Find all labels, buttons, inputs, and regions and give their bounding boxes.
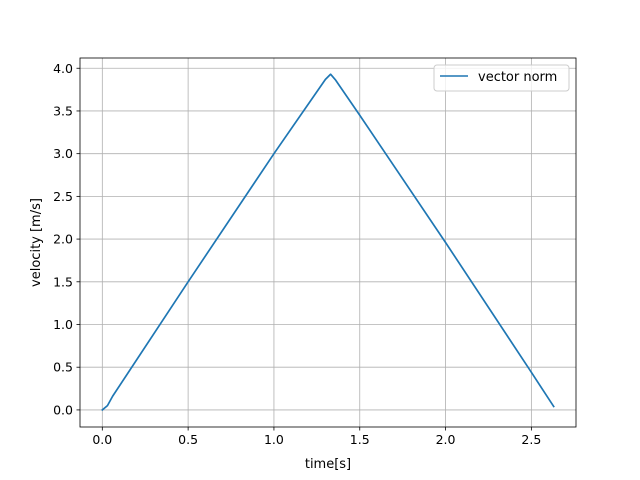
grid xyxy=(80,58,576,427)
x-axis-label: time[s] xyxy=(305,457,351,472)
axes-frame xyxy=(79,57,577,428)
x-tick-label: 0.0 xyxy=(92,432,112,447)
y-tick-label: 1.0 xyxy=(53,317,73,332)
y-tick-label: 3.5 xyxy=(53,103,73,118)
y-tick-label: 2.5 xyxy=(53,189,73,204)
plot-area xyxy=(101,73,555,412)
series-line xyxy=(101,73,555,412)
legend: vector norm xyxy=(433,64,570,92)
y-tick-label: 0.0 xyxy=(53,402,73,417)
x-tick-label: 2.0 xyxy=(436,432,456,447)
y-tick-label: 2.0 xyxy=(53,232,73,247)
axis-ticks: 0.0 0.5 1.0 1.5 2.0 2.5 0.0 0.5 1.0 1.5 2.0 2.5 3.0 3… xyxy=(53,61,541,447)
legend-box xyxy=(433,64,570,92)
x-tick-label: 2.5 xyxy=(521,432,541,447)
y-axis-label: velocity [m/s] xyxy=(29,198,44,287)
y-tick-label: 3.0 xyxy=(53,146,73,161)
y-tick-label: 4.0 xyxy=(53,61,73,76)
y-tick-label: 1.5 xyxy=(53,274,73,289)
x-tick-label: 1.5 xyxy=(350,432,370,447)
x-tick-label: 1.0 xyxy=(264,432,284,447)
y-tick-label: 0.5 xyxy=(53,360,73,375)
legend-entry: vector norm xyxy=(478,70,557,85)
x-tick-label: 0.5 xyxy=(178,432,198,447)
